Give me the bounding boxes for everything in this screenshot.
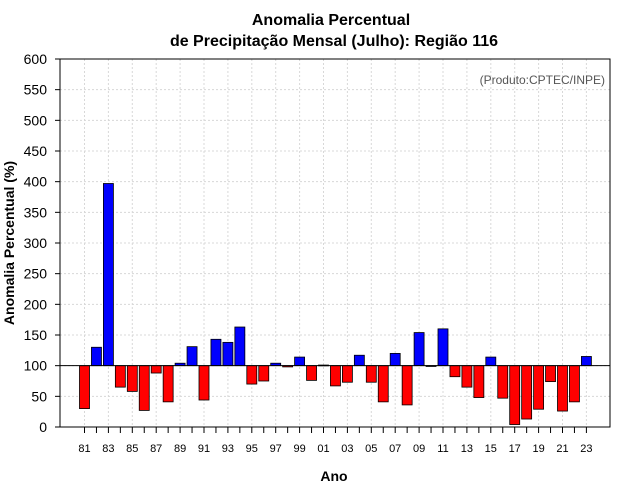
grid-lines <box>60 58 610 428</box>
y-tick-label: 500 <box>24 112 48 128</box>
x-tick-label: 91 <box>198 443 210 455</box>
y-tick-label: 550 <box>24 82 48 98</box>
x-tick-label: 19 <box>532 443 544 455</box>
bar-02 <box>330 365 341 387</box>
x-tick-label: 87 <box>150 443 162 455</box>
bar-84 <box>114 365 126 388</box>
bar-96 <box>258 365 270 382</box>
x-tick-label: 11 <box>437 443 448 455</box>
x-tick-label: 17 <box>509 443 521 455</box>
bar-88 <box>162 365 174 403</box>
bar-95 <box>246 365 258 385</box>
bar-00 <box>306 365 317 381</box>
bar-03 <box>341 365 353 383</box>
bar-05 <box>365 365 377 383</box>
x-tick-label: 85 <box>126 443 138 455</box>
bar-90 <box>186 346 198 367</box>
x-tick-label: 81 <box>78 443 90 455</box>
bar-19 <box>533 365 544 410</box>
bar-93 <box>222 341 234 367</box>
x-axis-label: Ano <box>320 468 347 484</box>
y-tick-label: 300 <box>24 235 48 251</box>
x-tick-label: 95 <box>246 443 258 455</box>
bar-17 <box>509 365 521 425</box>
y-tick-label: 400 <box>24 174 48 190</box>
bar-20 <box>545 365 556 383</box>
x-tick-label: 21 <box>556 443 568 455</box>
bar-83 <box>103 183 114 367</box>
bar-22 <box>569 365 580 403</box>
x-tick-label: 01 <box>317 443 329 455</box>
x-tick-label: 13 <box>461 443 473 455</box>
bar-23 <box>581 356 592 367</box>
x-tick-label: 05 <box>365 443 377 455</box>
bar-86 <box>138 365 150 411</box>
x-tick-label: 93 <box>222 443 234 455</box>
bar-16 <box>497 365 509 399</box>
bar-85 <box>126 365 138 392</box>
bar-13 <box>461 365 473 388</box>
bar-21 <box>557 365 568 412</box>
x-tick-label: 99 <box>293 443 305 455</box>
chart-title-line1: Anomalia Percentual <box>252 12 410 29</box>
bar-07 <box>389 352 401 367</box>
bar-87 <box>150 365 162 374</box>
bar-94 <box>234 326 246 367</box>
x-tick-label: 23 <box>580 443 592 455</box>
bar-91 <box>198 365 210 401</box>
x-tick-label: 03 <box>341 443 353 455</box>
y-tick-label: 150 <box>24 327 48 343</box>
x-axis-ticks: 81 83 85 87 89 91 93 95 97 99 01 03 05 07 09 11 13 15 17 19… <box>78 427 593 455</box>
chart-title-line2: de Precipitação Mensal (Julho): Região 1… <box>170 33 498 50</box>
bar-09 <box>413 332 425 367</box>
y-tick-label: 100 <box>24 358 48 374</box>
bar-81 <box>79 365 90 409</box>
y-axis-label: Anomalia Percentual (%) <box>1 161 17 325</box>
y-tick-label: 0 <box>39 419 47 435</box>
credit-label: (Produto:CPTEC/INPE) <box>480 73 605 87</box>
bars-group <box>79 183 592 425</box>
x-tick-label: 97 <box>270 443 282 455</box>
bar-92 <box>210 338 222 367</box>
y-axis-ticks: 0 50 100 150 200 250 300 350 400 450 500 550 600 <box>24 51 60 435</box>
bar-18 <box>521 365 533 420</box>
bar-08 <box>401 365 413 406</box>
bar-99 <box>294 356 306 367</box>
x-tick-label: 07 <box>389 443 401 455</box>
bar-12 <box>449 365 461 378</box>
x-tick-label: 09 <box>413 443 425 455</box>
x-tick-label: 15 <box>485 443 497 455</box>
y-tick-label: 600 <box>24 51 48 67</box>
bar-14 <box>473 365 485 398</box>
y-tick-label: 200 <box>24 296 48 312</box>
bar-15 <box>485 356 497 367</box>
bar-11 <box>437 328 449 367</box>
bar-82 <box>91 346 102 367</box>
y-tick-label: 450 <box>24 143 48 159</box>
y-tick-label: 50 <box>31 388 47 404</box>
bar-04 <box>353 354 365 367</box>
x-tick-label: 83 <box>102 443 114 455</box>
y-tick-label: 250 <box>24 266 48 282</box>
x-tick-label: 89 <box>174 443 186 455</box>
bar-06 <box>377 365 389 403</box>
y-tick-label: 350 <box>24 204 48 220</box>
